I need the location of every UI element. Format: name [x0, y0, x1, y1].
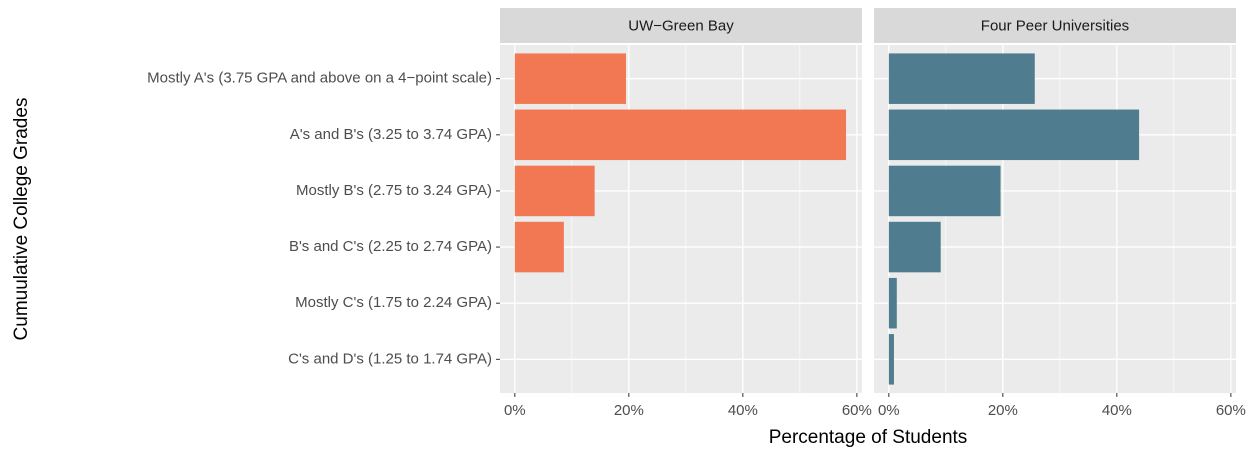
x-tick-label: 60%	[842, 402, 872, 419]
x-tick-label: 20%	[614, 402, 644, 419]
y-tick-label: B's and C's (2.25 to 2.74 GPA)	[289, 238, 492, 255]
bar	[514, 53, 626, 104]
x-axis-label: Percentage of Students	[769, 427, 968, 448]
y-tick-label: Mostly A's (3.75 GPA and above on a 4−po…	[147, 70, 492, 87]
x-tick-label: 20%	[988, 402, 1018, 419]
x-tick-label: 40%	[1102, 402, 1132, 419]
bar	[888, 277, 897, 329]
bar	[888, 334, 894, 385]
y-tick-label: Mostly C's (1.75 to 2.24 GPA)	[295, 294, 492, 311]
x-tick-label: 0%	[504, 402, 526, 419]
x-tick-label: 60%	[1216, 402, 1246, 419]
y-tick-label: C's and D's (1.25 to 1.74 GPA)	[288, 350, 492, 367]
bar	[888, 221, 941, 273]
bar	[888, 53, 1035, 104]
bar	[888, 165, 1001, 217]
facet-label: Four Peer Universities	[981, 17, 1129, 34]
facet-label: UW−Green Bay	[628, 17, 734, 34]
y-tick-label: A's and B's (3.25 to 3.74 GPA)	[290, 126, 492, 143]
bar	[514, 165, 595, 217]
bar	[888, 109, 1140, 161]
x-tick-label: 0%	[878, 402, 900, 419]
x-tick-label: 40%	[728, 402, 758, 419]
strip	[500, 8, 862, 43]
bar	[514, 221, 564, 273]
bar	[514, 109, 847, 161]
y-tick-label: Mostly B's (2.75 to 3.24 GPA)	[296, 182, 492, 199]
strip	[874, 8, 1236, 43]
y-axis-label: Cumuulative College Grades	[11, 98, 32, 341]
